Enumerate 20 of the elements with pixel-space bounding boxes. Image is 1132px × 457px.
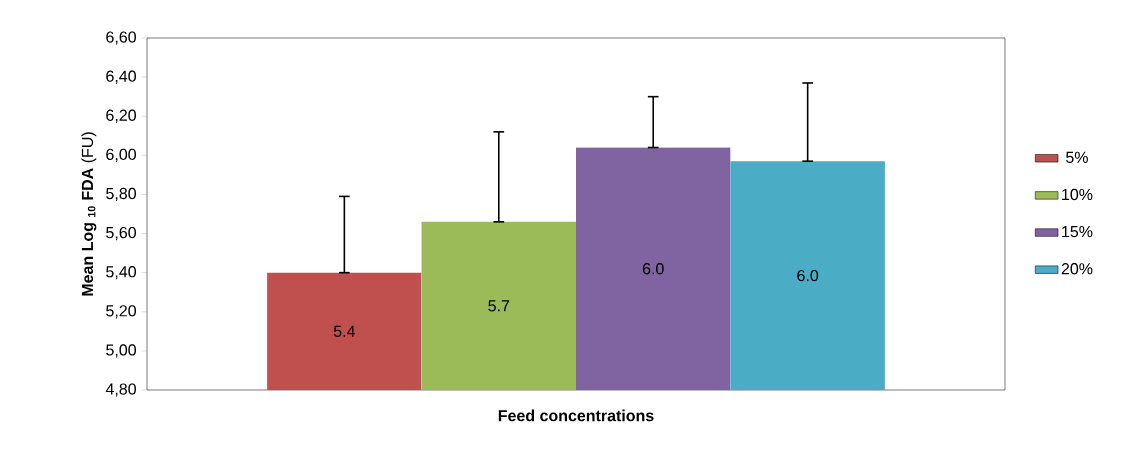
y-tick-label: 5,80 — [106, 187, 136, 202]
y-tick-label: 5,00 — [106, 344, 136, 358]
legend-label: 10% — [1062, 188, 1093, 201]
data-label: 5.4 — [333, 325, 355, 337]
y-tick-label: 6,00 — [106, 148, 136, 162]
legend-label: 20% — [1061, 263, 1093, 275]
x-axis-title: Feed concentrations — [498, 409, 654, 422]
data-label: 6.0 — [642, 263, 664, 275]
y-tick-label: 6,20 — [106, 109, 136, 123]
text: Mean Log $_{10}$ FDA (FU) — [81, 132, 97, 296]
y-tick-label: 6,60 — [106, 31, 136, 45]
y-tick-label: 4,80 — [105, 383, 136, 397]
data-label: 6.0 — [797, 269, 819, 282]
legend-label: 15% — [1062, 225, 1093, 238]
y-tick-label: 6,40 — [106, 70, 136, 84]
y-tick-label: 5,20 — [106, 305, 136, 319]
legend-label: 5% — [1066, 151, 1088, 163]
y-tick-label: 5,60 — [106, 226, 136, 241]
data-label: 5.7 — [488, 300, 510, 312]
y-tick-label: 5,40 — [106, 266, 136, 280]
